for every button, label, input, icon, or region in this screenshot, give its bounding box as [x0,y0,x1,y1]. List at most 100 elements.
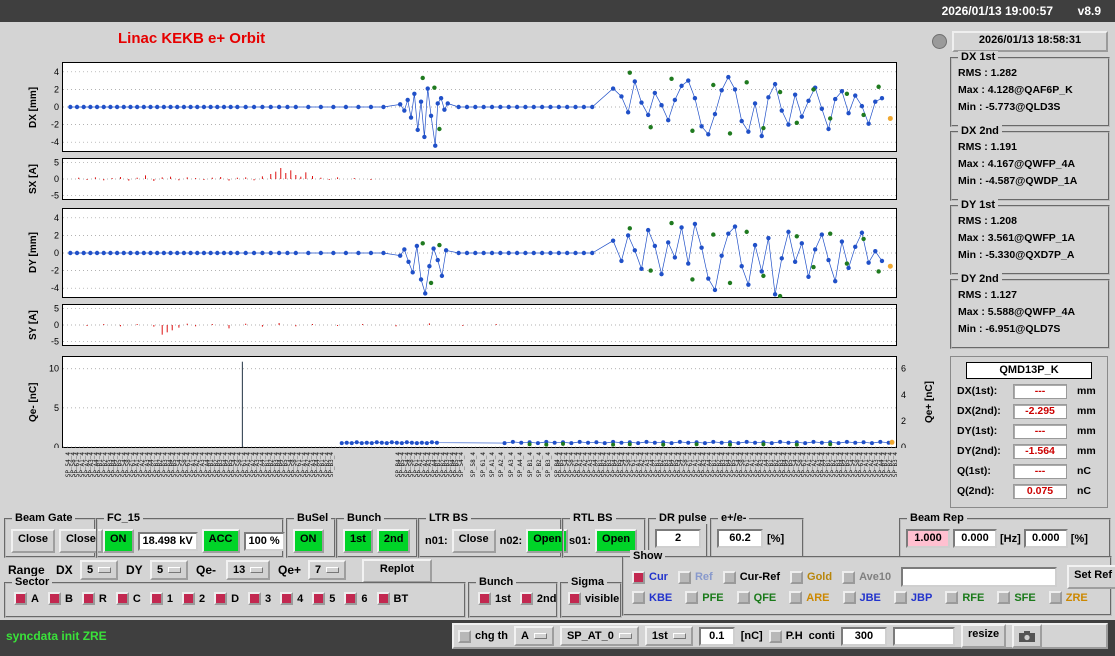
sector-toggle-c[interactable]: C [115,592,141,605]
resize-button[interactable]: resize [960,624,1007,648]
mode-a-select[interactable]: A [514,626,554,646]
bunch-2nd-button[interactable]: 2nd [376,529,411,553]
data-timestamp-button[interactable]: 2026/01/13 18:58:31 [952,31,1108,52]
qmd-row-value: -2.295 [1013,404,1067,419]
show-qfe-checkbox[interactable]: QFE [736,591,776,604]
beam-gate-close-1-button[interactable]: Close [11,529,55,553]
fc15-on-button[interactable]: ON [103,529,134,553]
camera-icon [1019,630,1036,642]
show-ref-checkbox[interactable]: Ref [677,570,713,584]
show-rfe-checkbox[interactable]: RFE [945,591,984,604]
bunch-2nd-checkbox[interactable]: 2nd [519,592,557,605]
sector-toggle-1[interactable]: 1 [149,592,173,605]
beam-rep-set-field[interactable]: 1.000 [906,529,950,548]
sector-toggle-5[interactable]: 5 [312,592,335,605]
checkbox-icon [312,592,326,605]
screenshot-button[interactable] [1012,624,1043,648]
checkbox-icon [997,591,1011,604]
option-bar-icon [250,567,264,573]
epe-ratio-group: e+/e- 60.2 [%] [710,512,804,558]
show-rfe-label: RFE [962,591,985,604]
sector-toggle-6[interactable]: 6 [344,592,368,605]
show-cur-checkbox[interactable]: Cur [632,570,668,584]
sector-toggle-4[interactable]: 4 [280,592,303,605]
busel-on-button[interactable]: ON [293,529,324,553]
show-are-label: ARE [806,591,830,604]
chg-th-checkbox[interactable]: chg th [458,629,508,643]
show-sfe-checkbox[interactable]: SFE [997,591,1036,604]
bunch-1st-checkbox[interactable]: 1st [478,592,511,605]
checkbox-icon [376,592,390,605]
ph-checkbox[interactable]: P.H [768,629,803,643]
checkbox-icon [790,570,804,584]
show-pfe-checkbox[interactable]: PFE [685,591,724,604]
sigma-visible-checkbox[interactable]: visible [568,592,619,605]
rtl-s01-open-button[interactable]: Open [595,529,638,553]
checkbox-icon [789,591,803,604]
sp-at-select[interactable]: SP_AT_0 [559,626,639,646]
option-bar-icon [98,567,112,573]
monitor-name[interactable]: QMD13P_K [966,362,1092,379]
replot-button[interactable]: Replot [362,559,432,583]
sector-toggle-2[interactable]: 2 [181,592,205,605]
stats-title: DX 1st [958,51,999,63]
dr-pulse-field[interactable]: 2 [655,529,701,548]
sector-toggle-r[interactable]: R [81,592,107,605]
sector-toggle-b[interactable]: B [47,592,73,605]
range-qep-select[interactable]: 7 [308,560,347,580]
checkbox-icon [632,591,645,604]
show-kbe-checkbox[interactable]: KBE [632,591,672,604]
ref-name-input[interactable] [901,567,1058,587]
interval-field[interactable]: 300 [840,626,887,646]
group-title: LTR BS [426,512,471,524]
option-bar-icon [168,567,182,573]
set-ref-button[interactable]: Set Ref [1067,565,1115,589]
monitor-label: SP_A2_4 [498,452,506,478]
bunch-label: 2nd [536,592,557,605]
fc15-acc-button[interactable]: ACC [201,529,240,553]
ltr-n01-close-button[interactable]: Close [451,529,496,553]
stats-title: DY 1st [958,199,999,211]
range-dy-label: DY [126,563,143,577]
show-jbp-checkbox[interactable]: JBP [893,591,932,604]
epe-value-field[interactable]: 60.2 [717,529,763,548]
extra-field[interactable] [892,626,955,646]
range-dy-select[interactable]: 5 [150,560,189,580]
monitor-label: SP_61_4 [479,452,487,478]
sector-toggle-3[interactable]: 3 [248,592,271,605]
beam-gate-close-2-button[interactable]: Close [58,529,103,553]
bunch-1st-select[interactable]: 1st [644,626,693,646]
checkbox-icon [768,629,782,643]
show-zre-label: ZRE [1065,591,1088,604]
checkbox-icon [149,592,163,605]
group-title: Sector [12,576,53,588]
bunch-1st-button[interactable]: 1st [343,529,373,553]
ph-label: P.H [785,630,803,642]
stats-dy-2nd: DY 2nd RMS : 1.127 Max : 5.588@QWFP_4A M… [950,273,1110,349]
plot-dy: 4 2 0 -2 -4 [51,208,897,298]
range-qem-select[interactable]: 13 [226,560,271,580]
range-qep-value: 7 [315,564,322,576]
stats-dy-1st: DY 1st RMS : 1.208 Max : 3.561@QWFP_1A M… [950,199,1110,275]
ltr-n02-open-button[interactable]: Open [526,529,569,553]
group-title: BuSel [294,512,332,524]
sector-toggle-d[interactable]: D [214,592,239,605]
qmd-row-unit: mm [1077,445,1096,457]
svg-text:-4: -4 [51,137,59,147]
group-title: Beam Rep [907,512,967,524]
sector-toggle-a[interactable]: A [14,592,39,605]
plot-dx: 4 2 0 -2 -4 [51,62,897,152]
show-ave10-checkbox[interactable]: Ave10 [842,570,891,584]
option-bar-icon [672,633,686,639]
show-cur-ref-checkbox[interactable]: Cur-Ref [722,570,780,584]
threshold-field[interactable]: 0.1 [698,626,735,646]
show-are-checkbox[interactable]: ARE [789,591,830,604]
sector-label: 5 [329,592,336,605]
show-zre-checkbox[interactable]: ZRE [1048,591,1088,604]
show-gold-checkbox[interactable]: Gold [790,570,832,584]
range-dx-select[interactable]: 5 [80,560,119,580]
show-kbe-label: KBE [649,591,673,604]
sector-toggle-bt[interactable]: BT [376,592,408,605]
qmd-row-unit: mm [1077,425,1096,437]
show-jbe-checkbox[interactable]: JBE [842,591,881,604]
